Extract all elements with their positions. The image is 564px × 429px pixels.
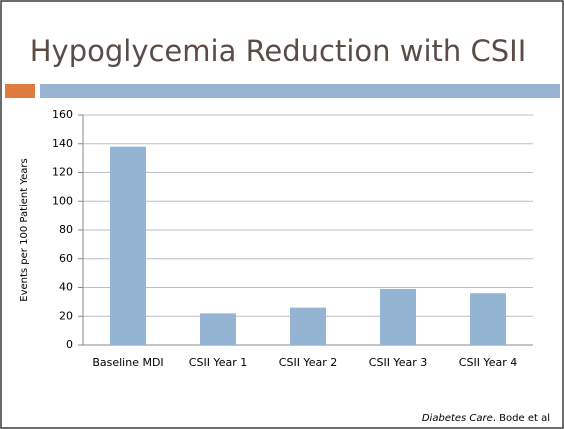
y-tick-label: 160 [52,108,73,121]
bar [110,146,146,345]
y-axis-label: Events per 100 Patient Years [19,158,30,301]
x-tick-label: CSII Year 1 [189,356,247,369]
x-tick-label: CSII Year 3 [369,356,427,369]
bar [380,288,416,345]
x-tick-label: CSII Year 4 [459,356,517,369]
source-journal: Diabetes Care [422,413,493,424]
accent-bar [5,84,35,98]
y-tick-label: 60 [59,252,73,265]
chart-title: Hypoglycemia Reduction with CSII [30,34,527,68]
y-tick-label: 0 [66,338,73,351]
source: Diabetes Care. Bode et al [422,413,550,424]
y-tick-label: 20 [59,309,73,322]
bar [200,313,236,345]
source-rest: . Bode et al [493,413,550,424]
x-tick-label: CSII Year 2 [279,356,337,369]
y-tick-label: 80 [59,223,73,236]
bar [470,293,506,345]
x-tick-label: Baseline MDI [92,356,163,369]
y-tick-label: 40 [59,281,73,294]
y-tick-label: 140 [52,137,73,150]
header-bar [40,84,560,98]
bar [290,307,326,345]
y-tick-label: 100 [52,194,73,207]
y-tick-label: 120 [52,166,73,179]
